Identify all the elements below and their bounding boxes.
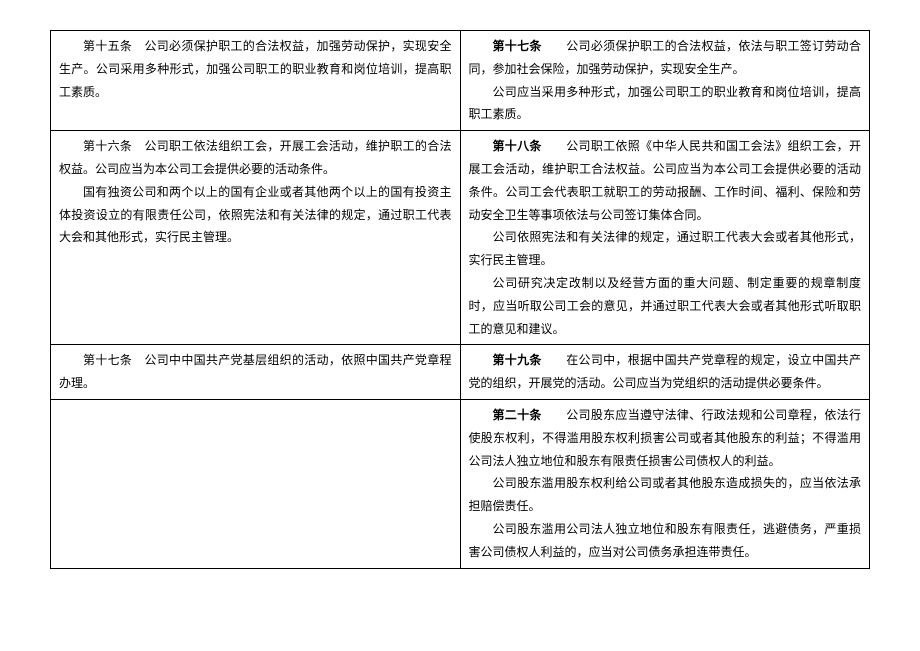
paragraph: 第二十条 公司股东应当遵守法律、行政法规和公司章程，依法行使股东权利，不得滥用股…: [469, 404, 862, 472]
paragraph: 第十七条 公司中中国共产党基层组织的活动，依照中国共产党章程办理。: [59, 349, 452, 395]
table-row: 第十五条 公司必须保护职工的合法权益，加强劳动保护，实现安全生产。公司采用多种形…: [51, 31, 870, 131]
paragraph: 公司应当采用多种形式，加强公司职工的职业教育和岗位培训，提高职工素质。: [469, 81, 862, 127]
article-number: 第二十条: [493, 408, 542, 422]
right-cell: 第十七条 公司必须保护职工的合法权益，依法与职工签订劳动合同，参加社会保险，加强…: [460, 31, 870, 131]
paragraph-text: 公司股东滥用公司法人独立地位和股东有限责任，逃避债务，严重损害公司债权人利益的，…: [469, 522, 862, 559]
right-cell: 第十八条 公司职工依照《中华人民共和国工会法》组织工会，开展工会活动，维护职工合…: [460, 131, 870, 345]
left-cell: 第十七条 公司中中国共产党基层组织的活动，依照中国共产党章程办理。: [51, 345, 461, 400]
left-cell: [51, 399, 461, 568]
paragraph: 第十六条 公司职工依法组织工会，开展工会活动，维护职工的合法权益。公司应当为本公…: [59, 135, 452, 181]
article-number: 第十九条: [493, 353, 542, 367]
paragraph: 公司股东滥用公司法人独立地位和股东有限责任，逃避债务，严重损害公司债权人利益的，…: [469, 518, 862, 564]
table-body: 第十五条 公司必须保护职工的合法权益，加强劳动保护，实现安全生产。公司采用多种形…: [51, 31, 870, 569]
paragraph: 国有独资公司和两个以上的国有企业或者其他两个以上的国有投资主体投资设立的有限责任…: [59, 181, 452, 249]
comparison-table: 第十五条 公司必须保护职工的合法权益，加强劳动保护，实现安全生产。公司采用多种形…: [50, 30, 870, 569]
paragraph-text: 公司研究决定改制以及经营方面的重大问题、制定重要的规章制度时，应当听取公司工会的…: [469, 276, 862, 336]
paragraph-text: 公司应当采用多种形式，加强公司职工的职业教育和岗位培训，提高职工素质。: [469, 85, 862, 122]
paragraph-text: 公司依照宪法和有关法律的规定，通过职工代表大会或者其他形式，实行民主管理。: [469, 230, 862, 267]
paragraph: 第十五条 公司必须保护职工的合法权益，加强劳动保护，实现安全生产。公司采用多种形…: [59, 35, 452, 103]
article-number: 第十八条: [493, 139, 542, 153]
table-row: 第十六条 公司职工依法组织工会，开展工会活动，维护职工的合法权益。公司应当为本公…: [51, 131, 870, 345]
paragraph-text: 公司股东滥用股东权利给公司或者其他股东造成损失的，应当依法承担赔偿责任。: [469, 476, 862, 513]
table-row: 第十七条 公司中中国共产党基层组织的活动，依照中国共产党章程办理。第十九条 在公…: [51, 345, 870, 400]
table-row: 第二十条 公司股东应当遵守法律、行政法规和公司章程，依法行使股东权利，不得滥用股…: [51, 399, 870, 568]
paragraph: 公司依照宪法和有关法律的规定，通过职工代表大会或者其他形式，实行民主管理。: [469, 226, 862, 272]
paragraph: 公司股东滥用股东权利给公司或者其他股东造成损失的，应当依法承担赔偿责任。: [469, 472, 862, 518]
left-cell: 第十六条 公司职工依法组织工会，开展工会活动，维护职工的合法权益。公司应当为本公…: [51, 131, 461, 345]
paragraph: 第十九条 在公司中，根据中国共产党章程的规定，设立中国共产党的组织，开展党的活动…: [469, 349, 862, 395]
article-number: 第十七条: [493, 39, 542, 53]
right-cell: 第二十条 公司股东应当遵守法律、行政法规和公司章程，依法行使股东权利，不得滥用股…: [460, 399, 870, 568]
left-cell: 第十五条 公司必须保护职工的合法权益，加强劳动保护，实现安全生产。公司采用多种形…: [51, 31, 461, 131]
paragraph: 公司研究决定改制以及经营方面的重大问题、制定重要的规章制度时，应当听取公司工会的…: [469, 272, 862, 340]
right-cell: 第十九条 在公司中，根据中国共产党章程的规定，设立中国共产党的组织，开展党的活动…: [460, 345, 870, 400]
paragraph: 第十八条 公司职工依照《中华人民共和国工会法》组织工会，开展工会活动，维护职工合…: [469, 135, 862, 226]
paragraph: 第十七条 公司必须保护职工的合法权益，依法与职工签订劳动合同，参加社会保险，加强…: [469, 35, 862, 81]
